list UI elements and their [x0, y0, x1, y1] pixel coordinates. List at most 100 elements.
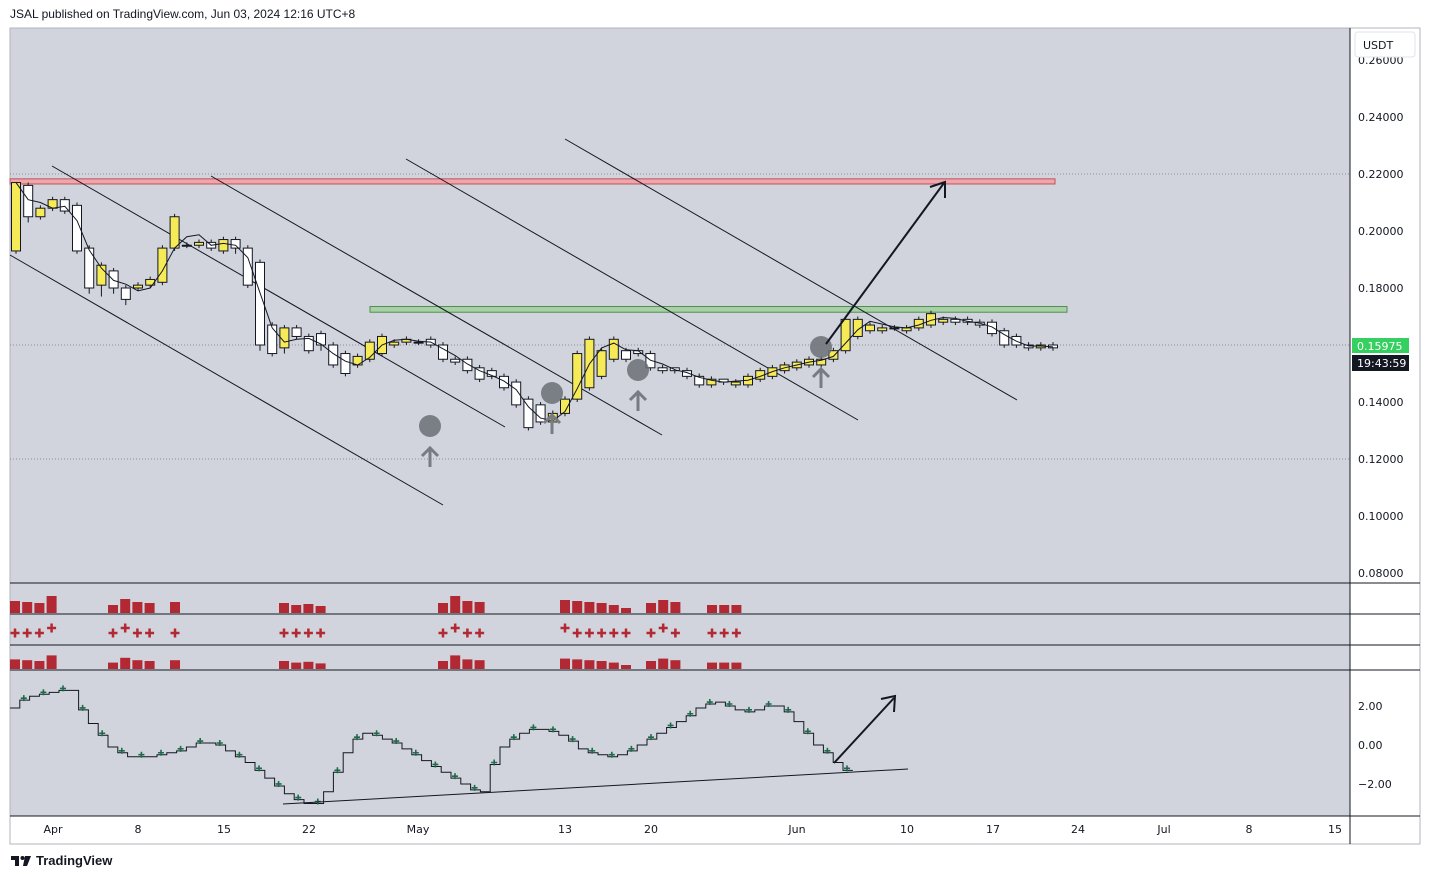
price-tick-label: 0.24000: [1358, 111, 1404, 124]
indicator-bar: [303, 662, 313, 669]
indicator-bar: [646, 661, 656, 669]
indicator-bar: [22, 602, 32, 613]
price-tick-label: 0.08000: [1358, 567, 1404, 580]
candle-body: [500, 376, 509, 387]
candle-body: [365, 342, 374, 359]
indicator-bar: [584, 660, 594, 669]
candle-body: [231, 240, 240, 249]
indicator-bar: [316, 663, 326, 669]
indicator-bar: [132, 602, 142, 613]
candle-body: [12, 183, 21, 251]
indicator-bar: [719, 605, 729, 613]
currency-label: USDT: [1363, 39, 1394, 52]
time-tick-label: 13: [558, 823, 572, 836]
price-tick-label: 0.10000: [1358, 510, 1404, 523]
indicator-bar: [462, 601, 472, 613]
indicator-bar: [47, 655, 57, 669]
last-price-value: 0.15975: [1357, 340, 1403, 353]
candle-body: [256, 262, 265, 345]
candle-body: [622, 351, 631, 360]
indicator-bar: [719, 663, 729, 669]
chart-svg: 0.260000.240000.220000.200000.180000.140…: [0, 0, 1430, 850]
price-pane: [10, 28, 1350, 583]
candle-body: [121, 288, 130, 299]
candle-body: [390, 342, 399, 345]
candle-body: [609, 339, 618, 359]
candle-body: [951, 319, 960, 322]
candle-body: [182, 245, 191, 246]
time-tick-label: 15: [217, 823, 231, 836]
indicator-bar: [707, 663, 717, 669]
indicator-bar: [475, 602, 485, 613]
indicator-bar: [120, 599, 130, 613]
indicator-bar: [658, 659, 668, 669]
indicator-bar: [658, 600, 668, 613]
oscillator-tick-label: 0.00: [1358, 739, 1383, 752]
indicator-bar: [170, 602, 180, 613]
price-tick-label: 0.20000: [1358, 225, 1404, 238]
candle-body: [36, 208, 45, 217]
candle-body: [134, 285, 143, 288]
indicator-bar: [475, 660, 485, 669]
indicator-bar: [572, 601, 582, 613]
candle-body: [890, 328, 899, 329]
candle-body: [170, 217, 179, 248]
indicator-bar: [316, 606, 326, 613]
indicator-bar: [279, 661, 289, 669]
candle-body: [463, 359, 472, 370]
indicator-bar: [560, 600, 570, 613]
resistance-zone: [10, 179, 1055, 184]
price-tick-label: 0.18000: [1358, 282, 1404, 295]
indicator-bar: [291, 663, 301, 669]
indicator-bar: [170, 660, 180, 669]
indicator-bar: [462, 659, 472, 669]
pivot-circle-marker: [627, 359, 649, 381]
indicator-bar: [731, 663, 741, 669]
indicator-bar: [22, 660, 32, 669]
indicator-bar: [646, 603, 656, 613]
indicator-bar: [10, 601, 20, 613]
time-tick-label: 20: [644, 823, 658, 836]
time-tick-label: Apr: [43, 823, 63, 836]
time-tick-label: 17: [986, 823, 1000, 836]
indicator-bar: [450, 596, 460, 613]
indicator-bar: [10, 659, 20, 669]
indicator-bar: [145, 661, 155, 669]
indicator-bar: [572, 659, 582, 669]
indicator-bar: [609, 605, 619, 613]
candle-body: [341, 354, 350, 374]
oscillator-tick-label: 2.00: [1358, 700, 1383, 713]
candle-body: [866, 325, 875, 331]
indicator-bar: [670, 602, 680, 613]
candle-body: [414, 342, 423, 343]
candle-body: [573, 354, 582, 400]
candle-body: [219, 240, 228, 251]
indicator-bar: [108, 605, 118, 613]
candle-body: [878, 328, 887, 331]
time-tick-label: Jun: [787, 823, 805, 836]
price-axis: [1350, 28, 1420, 816]
candle-body: [939, 319, 948, 322]
price-tick-label: 0.14000: [1358, 396, 1404, 409]
indicator-bar: [584, 602, 594, 613]
time-tick-label: Jul: [1156, 823, 1170, 836]
candle-body: [536, 405, 545, 422]
candle-body: [988, 322, 997, 333]
time-tick-label: May: [407, 823, 430, 836]
time-tick-label: 8: [135, 823, 142, 836]
tradingview-logo-icon: [10, 854, 32, 868]
indicator-bar: [120, 658, 130, 669]
price-tick-label: 0.12000: [1358, 453, 1404, 466]
indicator-bar: [438, 603, 448, 613]
indicator-bar: [707, 605, 717, 613]
indicator-bar: [670, 660, 680, 669]
time-tick-label: 22: [302, 823, 316, 836]
indicator-bar: [621, 608, 631, 613]
countdown-value: 19:43:59: [1357, 357, 1406, 370]
currency-badge[interactable]: USDT: [1355, 32, 1415, 57]
candle-body: [731, 382, 740, 385]
indicator-bar: [597, 603, 607, 613]
indicator-bar: [108, 663, 118, 669]
candle-body: [524, 399, 533, 428]
indicator-bar: [438, 661, 448, 669]
